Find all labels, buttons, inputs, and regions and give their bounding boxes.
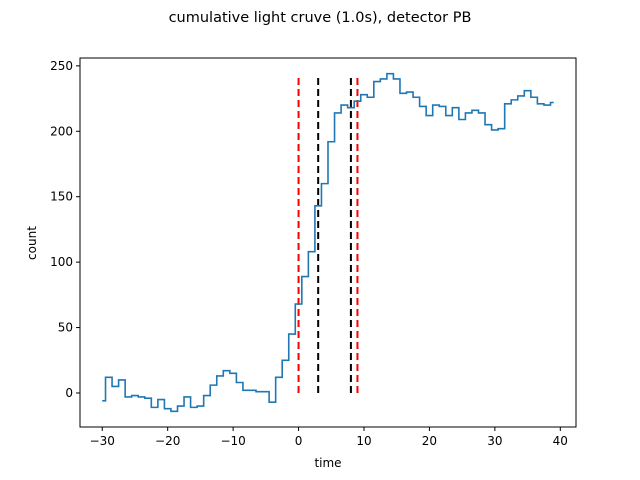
data-series-line <box>102 72 554 413</box>
x-tick-label: −20 <box>155 434 180 448</box>
y-axis: 0 50 100 150 200 250 <box>50 59 80 400</box>
chart-title: cumulative light cruve (1.0s), detector … <box>169 10 472 26</box>
y-tick-label: 200 <box>50 124 73 138</box>
y-tick-label: 0 <box>65 386 73 400</box>
y-tick-label: 150 <box>50 190 73 204</box>
y-tick-label: 250 <box>50 59 73 73</box>
x-tick-label: 10 <box>356 434 371 448</box>
y-tick-label: 100 <box>50 255 73 269</box>
plot-area <box>102 72 554 413</box>
x-tick-label: −30 <box>90 434 115 448</box>
x-axis-label: time <box>314 456 341 470</box>
x-tick-label: 30 <box>487 434 502 448</box>
x-tick-label: 40 <box>553 434 568 448</box>
x-tick-label: 0 <box>295 434 303 448</box>
x-tick-label: −10 <box>220 434 245 448</box>
y-tick-label: 50 <box>58 321 73 335</box>
plot-frame <box>79 57 577 428</box>
y-axis-label: count <box>25 226 39 260</box>
x-axis: −30 −20 −10 0 10 20 30 40 <box>90 427 568 448</box>
x-tick-label: 20 <box>422 434 437 448</box>
